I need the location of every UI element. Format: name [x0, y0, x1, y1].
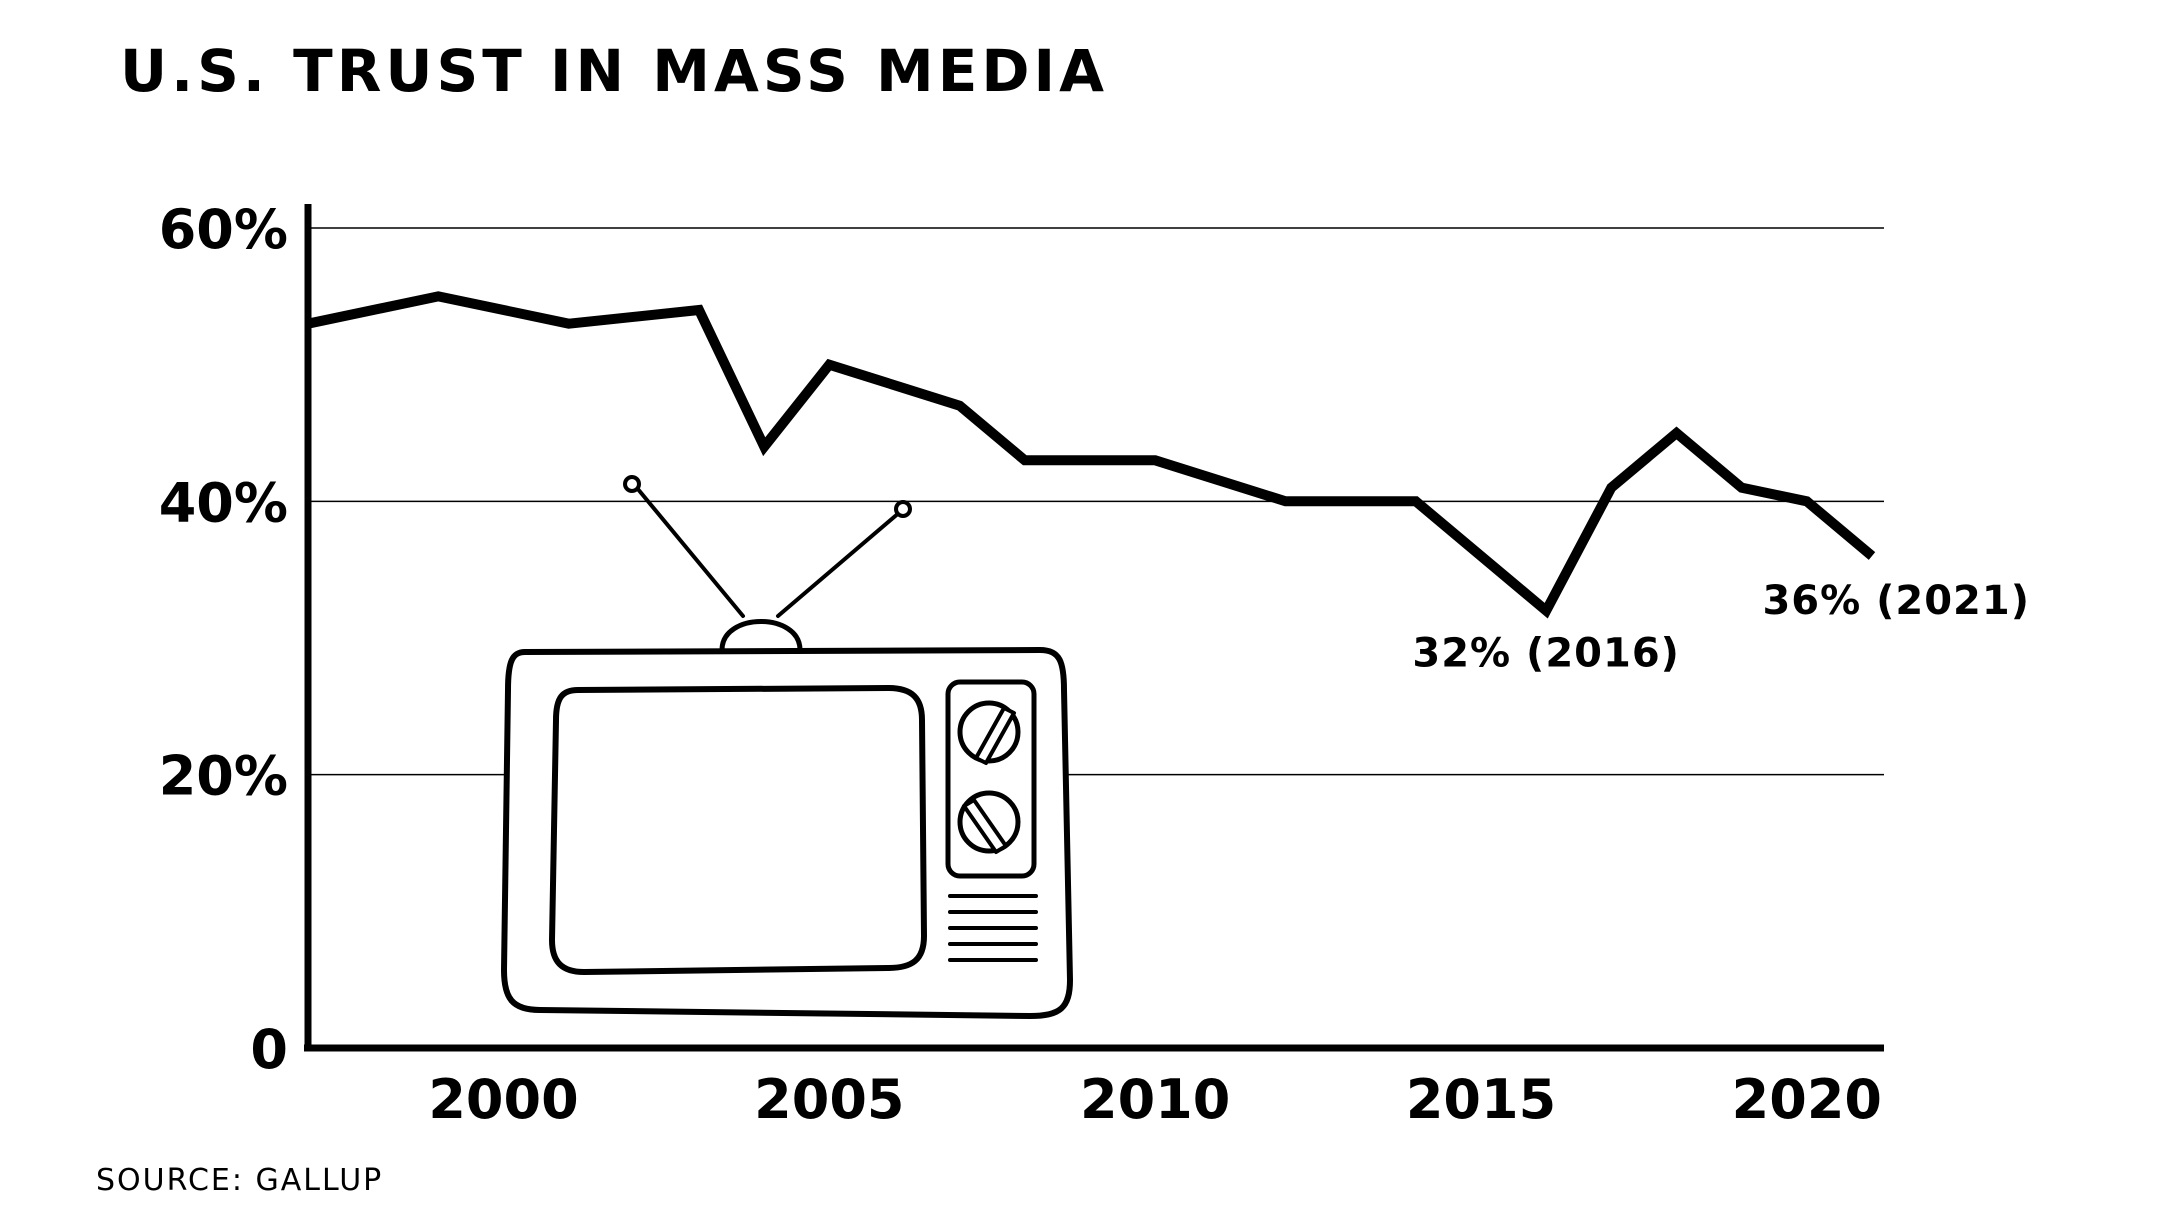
series-line [306, 291, 1876, 619]
y-tick-label: 0 [250, 1018, 288, 1081]
annotation-label: 36% (2021) [1762, 578, 2030, 624]
data-points [303, 291, 1877, 615]
x-tick-labels: 2000 2005 2010 2015 2020 [428, 1068, 1882, 1131]
x-tick-label: 2010 [1080, 1068, 1230, 1131]
x-tick-label: 2000 [428, 1068, 578, 1131]
x-tick-label: 2020 [1732, 1068, 1882, 1131]
chart-title: U.S. TRUST IN MASS MEDIA [120, 37, 1108, 105]
annotation-label: 32% (2016) [1412, 631, 1680, 677]
y-tick-labels: 0 20% 40% 60% [159, 198, 288, 1081]
y-tick-label: 60% [159, 198, 288, 261]
x-tick-label: 2005 [754, 1068, 904, 1131]
annotations: 32% (2016) 36% (2021) [1412, 578, 2030, 677]
y-tick-label: 40% [159, 471, 288, 534]
source-note: SOURCE: GALLUP [96, 1163, 384, 1198]
television-icon [501, 475, 1073, 1019]
axes [304, 204, 1884, 1052]
y-tick-label: 20% [159, 745, 288, 808]
x-tick-label: 2015 [1406, 1068, 1556, 1131]
